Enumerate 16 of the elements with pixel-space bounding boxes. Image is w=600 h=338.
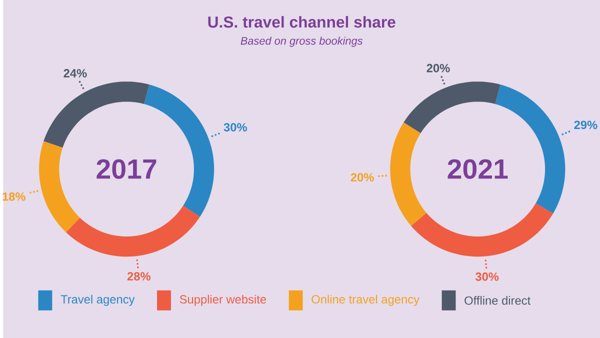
text: 2017	[96, 159, 156, 179]
data-label: 30%	[224, 123, 248, 132]
legend-label: Offline direct	[464, 296, 531, 305]
data-label: 28%	[127, 272, 150, 280]
chart-title: U.S. travel channel share	[208, 16, 396, 28]
data-label: 30%	[475, 272, 499, 281]
text: 2021	[448, 159, 508, 179]
data-label: 24%	[64, 68, 87, 78]
data-label: 20%	[426, 64, 450, 72]
legend-label: Supplier website	[180, 294, 266, 306]
legend-label: Online travel agency	[312, 294, 420, 306]
data-label: 29%	[574, 120, 598, 130]
chart-subtitle: Based on gross bookings	[240, 36, 363, 47]
legend-label: Travel agency	[60, 294, 135, 306]
data-label: 20%	[350, 173, 374, 182]
data-label: 18%	[2, 192, 26, 201]
